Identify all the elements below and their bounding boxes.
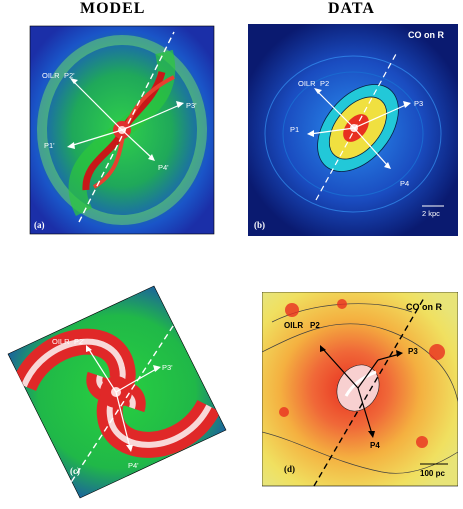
label-p3-c: P3' bbox=[162, 363, 173, 372]
label-p4-b: P4 bbox=[400, 179, 409, 188]
scale-bar-b: 2 kpc bbox=[422, 209, 440, 218]
label-p2-d: P2 bbox=[310, 321, 320, 330]
data-header: DATA bbox=[328, 0, 375, 17]
panel-letter-a: (a) bbox=[34, 220, 45, 230]
label-p2-b: P2 bbox=[320, 79, 329, 88]
panel-d-title: CO on R bbox=[406, 302, 442, 312]
label-p1-a: P1' bbox=[44, 141, 55, 150]
label-p4-a: P4' bbox=[158, 163, 169, 172]
label-p2-a: P2' bbox=[64, 71, 75, 80]
panel-letter-c: (c) bbox=[70, 466, 80, 476]
panel-a-model-simulation: OILR P2' P3' P1' P4' (a) bbox=[24, 22, 220, 238]
panel-letter-d: (d) bbox=[284, 464, 295, 474]
panel-c-model-zoom: OILR P2' P3' P4' (c) bbox=[4, 276, 232, 504]
panel-b-title: CO on R bbox=[408, 30, 444, 40]
label-p4-c: P4' bbox=[128, 461, 139, 470]
panel-b-co-on-r: CO on R OILR P2 P3 P1 P4 2 kpc (b) bbox=[248, 24, 458, 238]
label-p4-d: P4 bbox=[370, 441, 380, 450]
panel-letter-b: (b) bbox=[254, 220, 265, 230]
label-p3-d: P3 bbox=[408, 347, 418, 356]
label-oilr-d: OILR bbox=[284, 321, 303, 330]
scale-bar-d: 100 pc bbox=[420, 469, 445, 478]
label-p1-b: P1 bbox=[290, 125, 299, 134]
model-header: MODEL bbox=[80, 0, 146, 17]
label-p2-c: P2' bbox=[74, 337, 85, 346]
label-p3-a: P3' bbox=[186, 101, 197, 110]
label-oilr-c: OILR bbox=[52, 337, 70, 346]
label-oilr-a: OILR bbox=[42, 71, 60, 80]
label-p3-b: P3 bbox=[414, 99, 423, 108]
panel-d-co-on-r-zoom: CO on R OILR P2 P3 P4 100 pc (d) bbox=[262, 292, 458, 488]
label-oilr-b: OILR bbox=[298, 79, 316, 88]
